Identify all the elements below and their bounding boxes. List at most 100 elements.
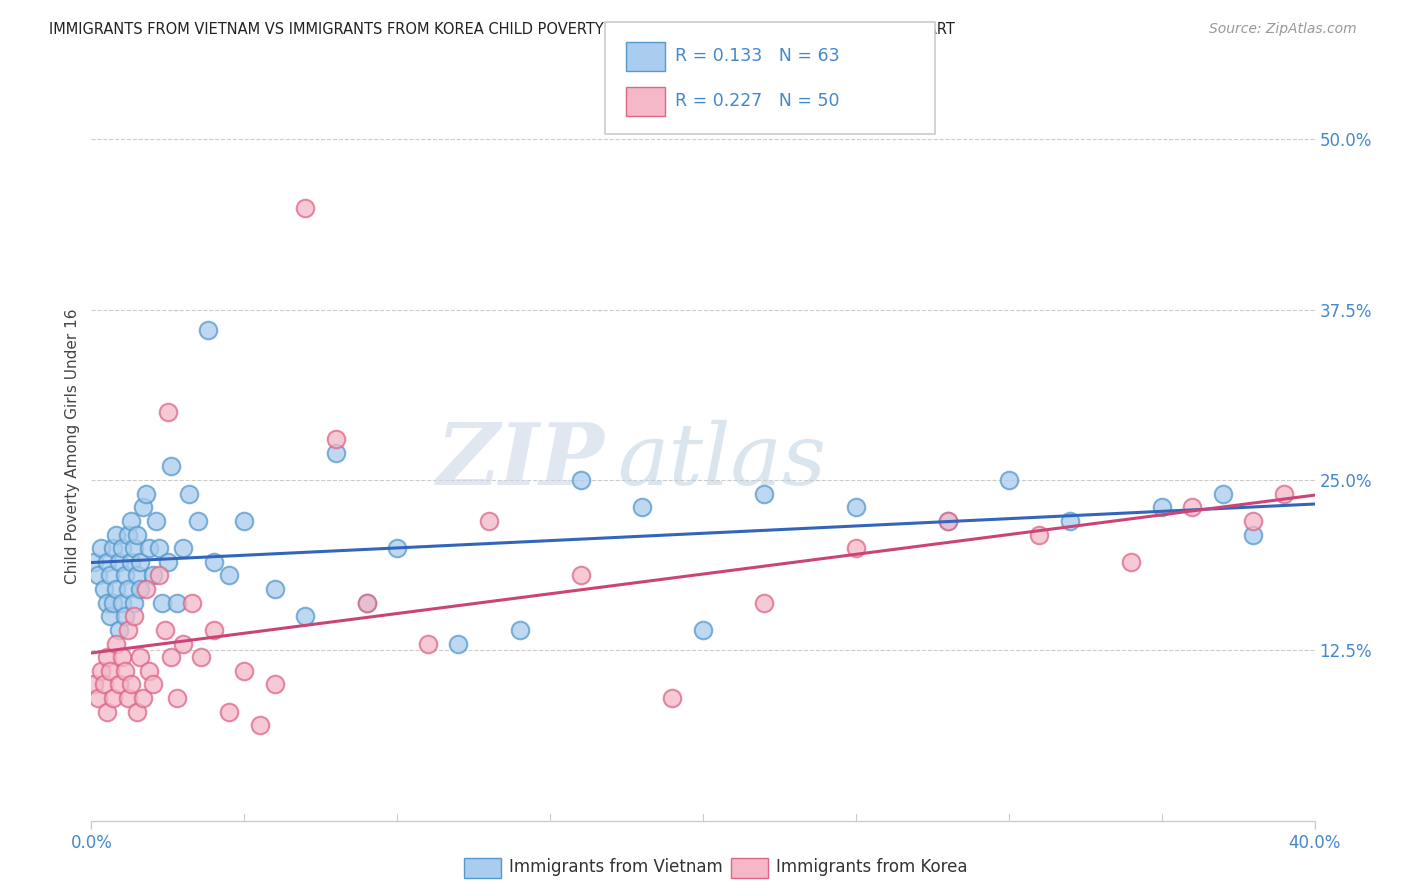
Text: R = 0.133   N = 63: R = 0.133 N = 63 (675, 47, 839, 65)
Point (187, 514, 209, 528)
Point (325, 446, 347, 460)
Point (122, 609, 145, 624)
Point (233, 514, 256, 528)
Point (127, 705, 149, 719)
Text: Source: ZipAtlas.com: Source: ZipAtlas.com (1209, 22, 1357, 37)
Point (166, 596, 188, 610)
Point (96, 596, 118, 610)
Point (101, 691, 124, 706)
Point (936, 514, 959, 528)
Point (153, 623, 176, 637)
Point (98, 609, 121, 624)
Point (631, 500, 654, 515)
Point (190, 650, 212, 665)
Point (93, 582, 115, 596)
Point (202, 623, 225, 637)
Point (1243, 514, 1265, 528)
Point (98, 664, 121, 678)
Point (93, 677, 115, 691)
Point (135, 582, 157, 596)
Point (148, 541, 170, 556)
Point (96, 650, 118, 665)
Point (294, 609, 316, 624)
Point (90, 664, 112, 678)
Point (936, 514, 959, 528)
Point (218, 705, 240, 719)
Point (117, 527, 139, 541)
Point (172, 541, 194, 556)
Point (1059, 514, 1081, 528)
Point (1028, 527, 1050, 541)
Point (447, 636, 470, 650)
Point (160, 650, 183, 665)
Point (218, 568, 240, 582)
Point (1212, 486, 1234, 500)
Point (179, 486, 201, 500)
Text: ZIP: ZIP (437, 419, 605, 503)
Point (325, 432, 347, 446)
Point (83, 677, 105, 691)
Point (114, 609, 136, 624)
Point (661, 691, 683, 706)
Point (233, 664, 256, 678)
Point (197, 323, 219, 337)
Point (129, 555, 152, 569)
Point (1243, 527, 1265, 541)
Point (166, 691, 188, 706)
Text: Immigrants from Vietnam: Immigrants from Vietnam (509, 858, 723, 876)
Point (509, 623, 531, 637)
Point (845, 500, 868, 515)
Point (754, 486, 776, 500)
Point (264, 677, 287, 691)
Point (98, 568, 121, 582)
Y-axis label: Child Poverty Among Girls Under 16: Child Poverty Among Girls Under 16 (65, 309, 80, 583)
Point (120, 677, 142, 691)
Text: R = 0.227   N = 50: R = 0.227 N = 50 (675, 92, 839, 110)
Point (96, 705, 118, 719)
Point (478, 514, 501, 528)
Point (845, 541, 868, 556)
Point (108, 677, 131, 691)
Point (104, 527, 127, 541)
Point (122, 541, 145, 556)
Point (101, 541, 124, 556)
Point (108, 623, 131, 637)
Point (156, 555, 179, 569)
Point (117, 582, 139, 596)
Point (117, 623, 139, 637)
Point (111, 596, 134, 610)
Point (129, 650, 152, 665)
Point (86, 568, 108, 582)
Point (145, 514, 167, 528)
Point (111, 541, 134, 556)
Point (104, 636, 127, 650)
Point (385, 541, 409, 556)
Point (141, 568, 163, 582)
Text: Immigrants from Korea: Immigrants from Korea (776, 858, 967, 876)
Point (114, 568, 136, 582)
Point (127, 568, 149, 582)
Point (101, 596, 124, 610)
Point (1150, 500, 1173, 515)
Point (114, 664, 136, 678)
Point (416, 636, 439, 650)
Point (96, 555, 118, 569)
Point (294, 201, 316, 215)
Point (692, 623, 714, 637)
Point (108, 555, 131, 569)
Point (122, 596, 145, 610)
Point (754, 596, 776, 610)
Point (104, 582, 127, 596)
Point (120, 555, 142, 569)
Point (138, 664, 160, 678)
Point (998, 473, 1021, 487)
Point (127, 527, 149, 541)
Point (249, 718, 271, 732)
Point (117, 691, 139, 706)
Point (111, 650, 134, 665)
Point (120, 514, 142, 528)
Point (132, 500, 155, 515)
Point (356, 596, 378, 610)
Point (141, 677, 163, 691)
Point (569, 568, 592, 582)
